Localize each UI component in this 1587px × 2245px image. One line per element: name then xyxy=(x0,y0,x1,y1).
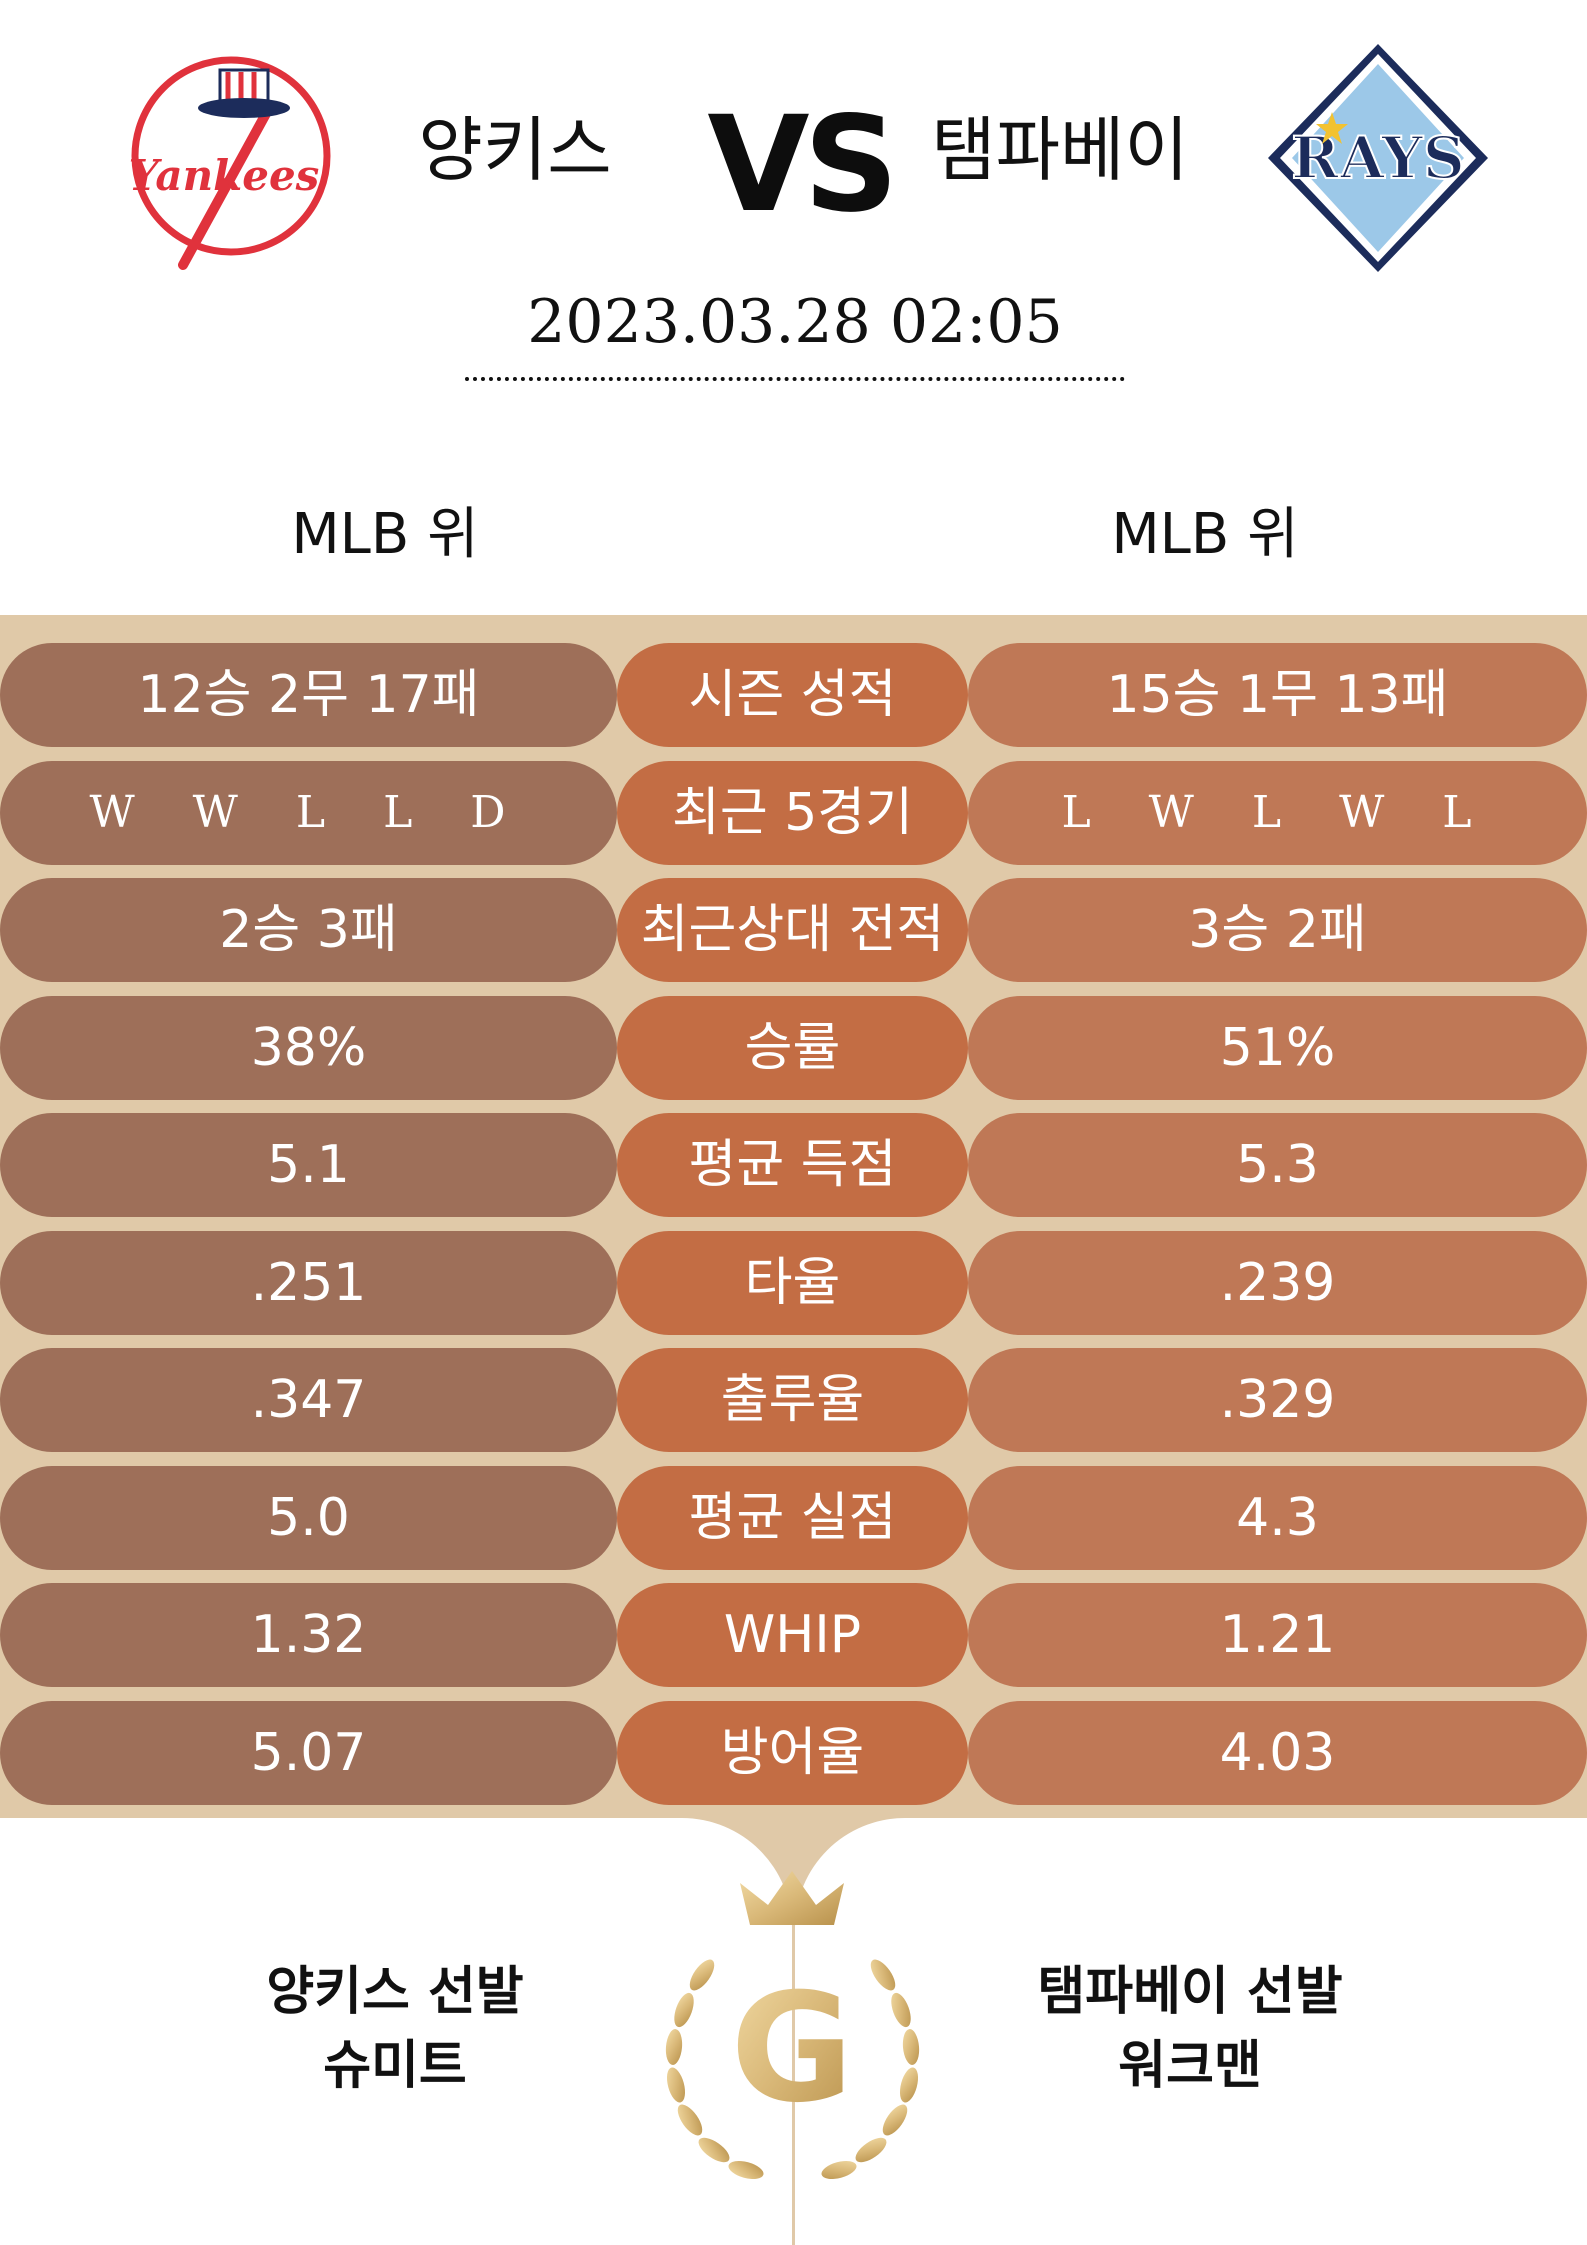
rays-logo-text: RAYS xyxy=(1291,124,1465,192)
away-stat-value: 5.3 xyxy=(968,1113,1587,1217)
away-stat-value: 51% xyxy=(968,996,1587,1100)
away-stat-value: L W L W L xyxy=(968,761,1587,865)
home-team-name: 양키스 xyxy=(418,109,612,191)
home-stat-value: .347 xyxy=(0,1348,617,1452)
stat-row-era: 5.07 방어율 4.03 xyxy=(0,1701,1587,1805)
away-starter-panel xyxy=(795,1818,1587,2245)
stat-row-batting-avg: .251 타율 .239 xyxy=(0,1231,1587,1335)
away-stat-value: .329 xyxy=(968,1348,1587,1452)
away-stat-value: 4.3 xyxy=(968,1466,1587,1570)
stat-row-avg-runs-allowed: 5.0 평균 실점 4.3 xyxy=(0,1466,1587,1570)
stat-row-win-rate: 38% 승률 51% xyxy=(0,996,1587,1100)
match-datetime: 2023.03.28 02:05 xyxy=(527,287,1063,357)
stat-row-avg-runs: 5.1 평균 득점 5.3 xyxy=(0,1113,1587,1217)
away-stat-value: 1.21 xyxy=(968,1583,1587,1687)
crown-icon xyxy=(740,1871,844,1925)
home-stat-value: 38% xyxy=(0,996,617,1100)
datetime-underline xyxy=(465,377,1125,381)
stat-label: 시즌 성적 xyxy=(617,643,968,747)
stat-label: 방어율 xyxy=(617,1701,968,1805)
away-stat-value: 3승 2패 xyxy=(968,878,1587,982)
stat-row-head-to-head: 2승 3패 최근상대 전적 3승 2패 xyxy=(0,878,1587,982)
away-stat-value: .239 xyxy=(968,1231,1587,1335)
away-stat-value: 15승 1무 13패 xyxy=(968,643,1587,747)
stat-label: 최근 5경기 xyxy=(617,761,968,865)
away-starter-title: 탬파베이 선발 xyxy=(1037,1962,1343,2022)
match-header: Yankees 양키스 VS 탬파베이 RAYS 2023.03.28 02:0… xyxy=(0,0,1587,567)
home-stat-value: .251 xyxy=(0,1231,617,1335)
home-starter-name: 슈미트 xyxy=(323,2036,467,2096)
home-league-rank: MLB 위 xyxy=(291,502,479,567)
home-stat-value: 12승 2무 17패 xyxy=(0,643,617,747)
home-stat-value: 5.1 xyxy=(0,1113,617,1217)
rays-logo: RAYS xyxy=(1268,44,1488,272)
vs-label: VS xyxy=(707,88,898,242)
home-stat-value: 5.0 xyxy=(0,1466,617,1570)
home-starter-info: 양키스 선발 슈미트 xyxy=(185,1955,605,2103)
away-team-name: 탬파베이 xyxy=(931,109,1189,191)
crown-laurel-emblem: G xyxy=(665,1871,920,2180)
stat-label: 출루율 xyxy=(617,1348,968,1452)
away-starter-name: 워크맨 xyxy=(1118,2036,1262,2096)
emblem-letter: G xyxy=(730,1962,853,2136)
home-starter-title: 양키스 선발 xyxy=(266,1962,524,2022)
home-stat-value: 1.32 xyxy=(0,1583,617,1687)
stat-label: 평균 실점 xyxy=(617,1466,968,1570)
stat-row-obp: .347 출루율 .329 xyxy=(0,1348,1587,1452)
stat-label: 타율 xyxy=(617,1231,968,1335)
stat-label: 최근상대 전적 xyxy=(617,878,968,982)
yankees-logo: Yankees xyxy=(129,56,331,270)
stat-label: 승률 xyxy=(617,996,968,1100)
home-stat-value: W W L L D xyxy=(0,761,617,865)
home-stat-value: 2승 3패 xyxy=(0,878,617,982)
home-stat-value: 5.07 xyxy=(0,1701,617,1805)
laurel-icon xyxy=(665,1959,920,2180)
away-league-rank: MLB 위 xyxy=(1111,502,1299,567)
stat-label: WHIP xyxy=(617,1583,968,1687)
away-stat-value: 4.03 xyxy=(968,1701,1587,1805)
stat-row-recent-5: W W L L D 최근 5경기 L W L W L xyxy=(0,761,1587,865)
away-starter-info: 탬파베이 선발 워크맨 xyxy=(980,1955,1400,2103)
stat-row-whip: 1.32 WHIP 1.21 xyxy=(0,1583,1587,1687)
home-starter-panel xyxy=(0,1818,792,2245)
yankees-logo-text: Yankees xyxy=(129,151,320,200)
stat-row-season-record: 12승 2무 17패 시즌 성적 15승 1무 13패 xyxy=(0,643,1587,747)
stat-label: 평균 득점 xyxy=(617,1113,968,1217)
